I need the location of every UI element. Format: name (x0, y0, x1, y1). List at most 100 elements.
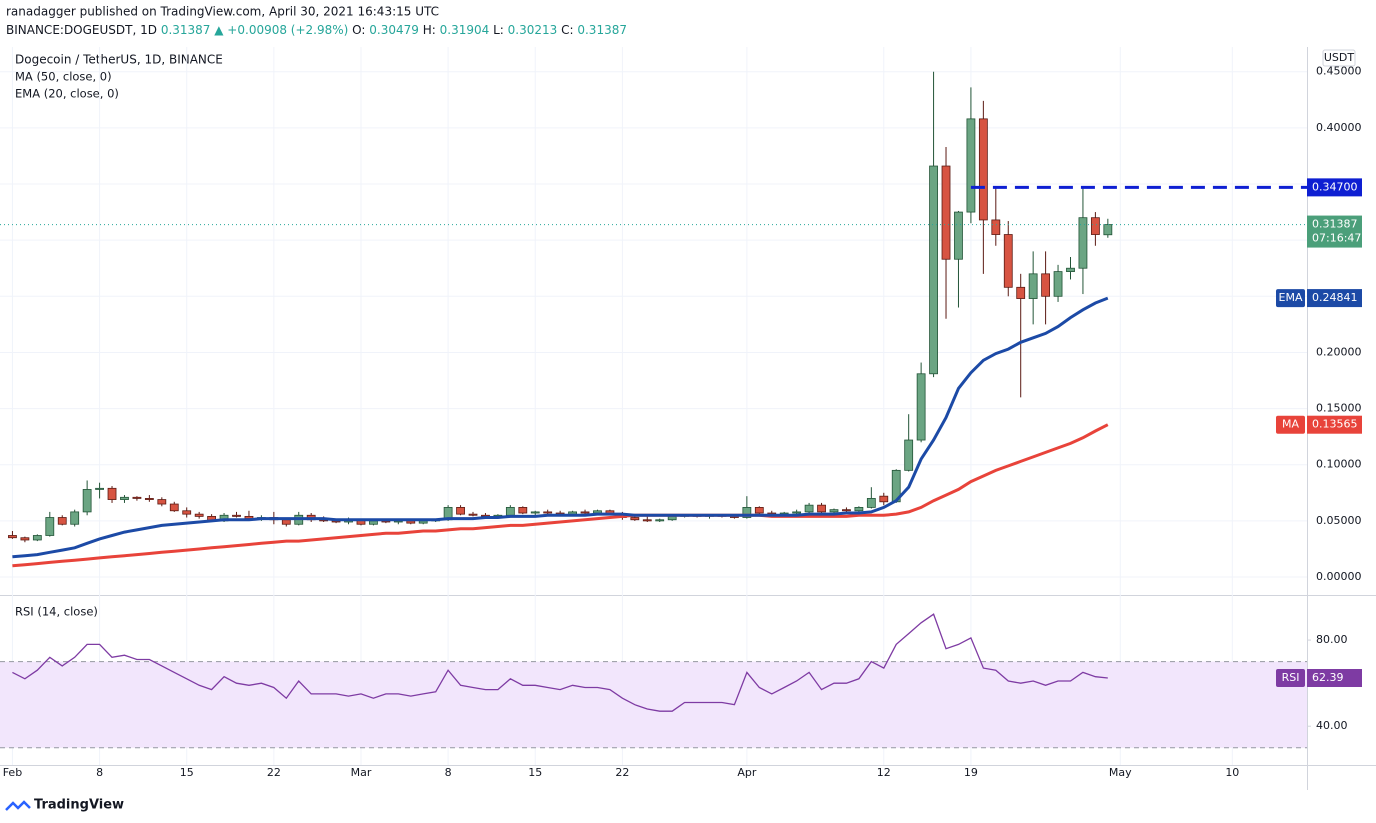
candle-body (929, 165, 938, 375)
x-tick-label: Mar (351, 766, 372, 779)
currency-box (1322, 49, 1356, 67)
brand: TradingView (34, 798, 124, 813)
ma-line (12, 296, 1109, 559)
candle-body (144, 498, 154, 500)
x-tick-label: May (1109, 766, 1132, 779)
y-tick-label: 0.20000 (1316, 345, 1362, 358)
symbol: BINANCE:DOGEUSDT, 1D (6, 23, 157, 37)
series-tag (1307, 289, 1362, 308)
rsi-tag-name-box (1276, 669, 1305, 688)
countdown: 07:16:47 (1312, 232, 1361, 245)
candle-body (754, 507, 764, 514)
candle-body (232, 514, 241, 517)
candle-body (120, 496, 129, 500)
chart-title: Dogecoin / TetherUS, 1D, BINANCE (15, 53, 223, 67)
candle-body (655, 519, 665, 522)
last-price-value: 0.31387 (1312, 218, 1358, 231)
candle-body (978, 118, 988, 221)
candle-body (95, 487, 104, 490)
candle-body (8, 535, 17, 539)
ohlc-key: L: (493, 23, 504, 37)
candle-body (57, 517, 67, 525)
candle-body (642, 519, 652, 522)
candle-body (32, 535, 42, 541)
ohlc-key: C: (561, 23, 573, 37)
ohlc-key: O: (352, 23, 365, 37)
symbol-line: BINANCE:DOGEUSDT, 1D 0.31387 ▲ +0.00908 … (6, 23, 627, 37)
ohlc-value: 0.31904 (440, 23, 490, 37)
candle-body (792, 511, 802, 514)
candle-body (904, 439, 914, 471)
last-price-tag (1307, 215, 1362, 248)
candle-body (1003, 234, 1013, 288)
series-tag-name: MA (1282, 418, 1299, 431)
x-tick-label: 15 (180, 766, 194, 779)
candle-body (82, 489, 92, 513)
candle-body (817, 504, 826, 513)
candle-body (580, 511, 590, 514)
candle-body (456, 507, 465, 515)
ohlc-value: 0.31387 (577, 23, 627, 37)
candle-body (169, 503, 179, 512)
y-tick-label: 0.10000 (1316, 458, 1362, 471)
candle-body (1090, 217, 1100, 235)
y-tick-label: 0.40000 (1316, 121, 1362, 134)
series-tag-value: 0.13565 (1312, 418, 1358, 431)
published-line: ranadagger published on TradingView.com,… (6, 5, 439, 19)
x-tick-label: 22 (615, 766, 629, 779)
candle-body (194, 513, 204, 517)
candle-body (70, 511, 80, 525)
rsi-line (12, 613, 1108, 712)
candle-body (954, 211, 963, 260)
grid (0, 47, 1307, 765)
x-tick-label: 8 (445, 766, 452, 779)
candle-body (369, 520, 378, 525)
x-tick-label: 15 (528, 766, 542, 779)
candle-body (107, 487, 117, 500)
level-tag (1307, 178, 1362, 197)
rsi-legend: RSI (14, close) (15, 605, 98, 619)
candle-body (842, 509, 851, 512)
y-tick-label: 0.45000 (1316, 65, 1362, 78)
candle-body (966, 118, 976, 213)
candle-body (182, 510, 192, 515)
candle-body (157, 499, 167, 505)
x-tick-label: 10 (1225, 766, 1239, 779)
candle-body (1053, 271, 1063, 297)
ohlc-value: 0.30479 (369, 23, 419, 37)
candle-body (630, 517, 640, 521)
candle-body (1078, 217, 1088, 269)
y-tick-label: 0.15000 (1316, 402, 1362, 415)
series-tag-name: EMA (1279, 291, 1303, 304)
candle-body (1041, 273, 1050, 297)
candle-body (1028, 273, 1038, 299)
series-legend: EMA (20, close, 0) (15, 87, 119, 101)
rsi-tag-value: 62.39 (1312, 671, 1344, 684)
y-tick-label: 0.05000 (1316, 514, 1362, 527)
candle-body (468, 513, 478, 516)
candle-body (1066, 267, 1075, 272)
rsi-tick-label: 80.00 (1316, 633, 1348, 646)
x-tick-label: 22 (267, 766, 281, 779)
candle-body (829, 509, 839, 513)
ohlc-key: H: (423, 23, 436, 37)
candle-body (132, 496, 142, 499)
candle-body (1016, 286, 1026, 299)
series-tag-name-box (1276, 289, 1305, 308)
x-tick-label: 8 (96, 766, 103, 779)
candle-body (518, 507, 528, 514)
candle-body (543, 511, 553, 514)
candle-body (879, 495, 889, 503)
currency: USDT (1324, 51, 1355, 64)
candle-body (505, 507, 515, 516)
last-price: 0.31387 (161, 23, 211, 37)
candle-body (1103, 224, 1113, 236)
candle-body (866, 498, 876, 508)
ma-line (12, 423, 1109, 568)
candle-body (667, 515, 677, 521)
change: ▲ +0.00908 (+2.98%) (214, 23, 348, 37)
series-tag-value: 0.24841 (1312, 291, 1358, 304)
candle-body (45, 517, 55, 536)
